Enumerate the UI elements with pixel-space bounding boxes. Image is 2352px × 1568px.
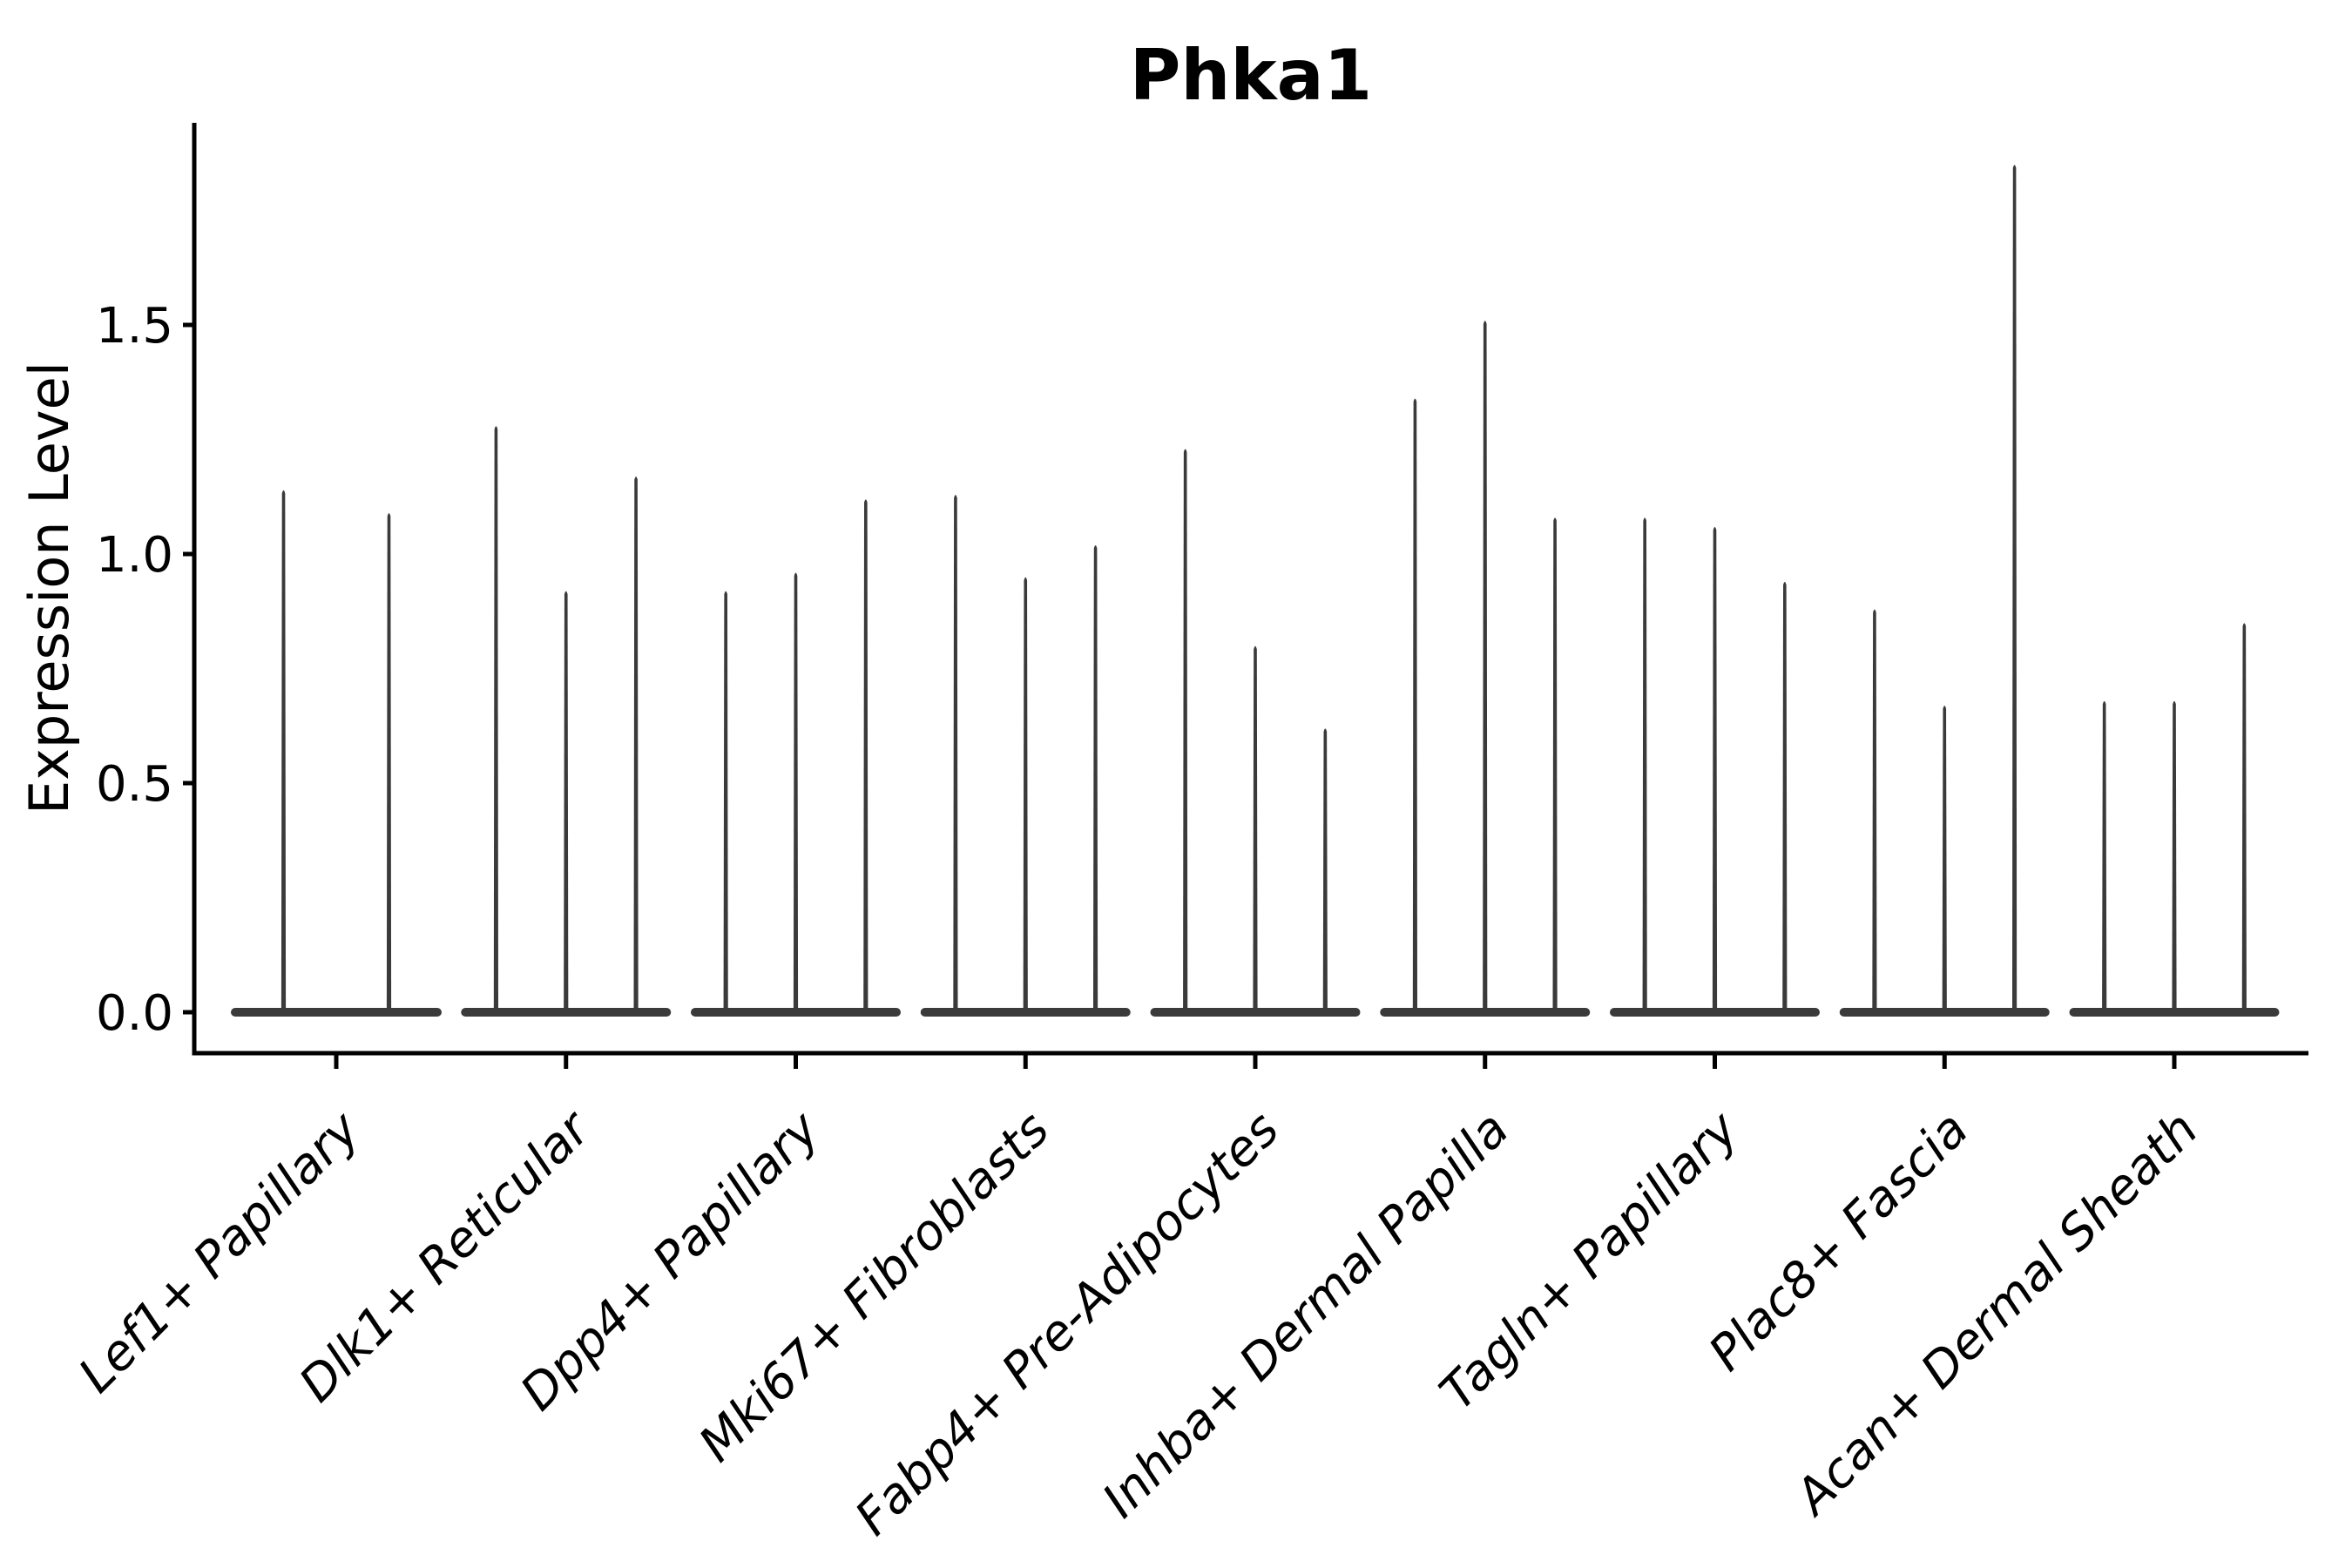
violin-spike xyxy=(633,476,639,1012)
violin-spike xyxy=(1552,517,1558,1012)
violin-spike xyxy=(723,591,728,1012)
violin-spike xyxy=(493,426,499,1013)
y-axis-label: Expression Level xyxy=(17,362,81,814)
violin-spike xyxy=(564,591,569,1012)
violin-spike xyxy=(1782,582,1788,1012)
violin-spike xyxy=(1412,398,1418,1012)
violin-spike xyxy=(2241,623,2247,1012)
x-tick-label: Acan+ Dermal Sheath xyxy=(1783,1101,2209,1527)
y-tick-label: 1.5 xyxy=(96,298,173,355)
violin-spike xyxy=(1712,526,1718,1012)
violin-spike xyxy=(386,513,392,1012)
chart-title: Phka1 xyxy=(1130,35,1372,116)
violin-spike xyxy=(1642,517,1647,1012)
y-tick-label: 0.0 xyxy=(96,985,173,1042)
violin-spike xyxy=(1483,321,1488,1012)
violin-spike xyxy=(1183,449,1188,1012)
violin-spike xyxy=(793,572,799,1012)
violin-spike xyxy=(280,490,287,1012)
violin-spike xyxy=(1322,728,1328,1012)
y-tick-label: 0.5 xyxy=(96,756,173,813)
violin-base xyxy=(231,1008,442,1017)
violin-spike xyxy=(1942,706,1947,1012)
violin-spike xyxy=(1253,645,1258,1012)
violin-spike xyxy=(2102,700,2107,1012)
violin-spike xyxy=(863,499,868,1012)
violin-spike xyxy=(2172,700,2177,1012)
y-tick-label: 1.0 xyxy=(96,527,173,584)
violin-spike xyxy=(1023,577,1028,1012)
violin-spike xyxy=(1092,544,1098,1012)
violin-spike xyxy=(1872,609,1877,1012)
x-tick-label: Inhba+ Dermal Papilla xyxy=(1092,1101,1520,1529)
x-tick-label: Fabp4+ Pre-Adipocytes xyxy=(845,1101,1290,1546)
violin-spike xyxy=(2011,165,2017,1012)
violin-spike xyxy=(953,495,958,1012)
